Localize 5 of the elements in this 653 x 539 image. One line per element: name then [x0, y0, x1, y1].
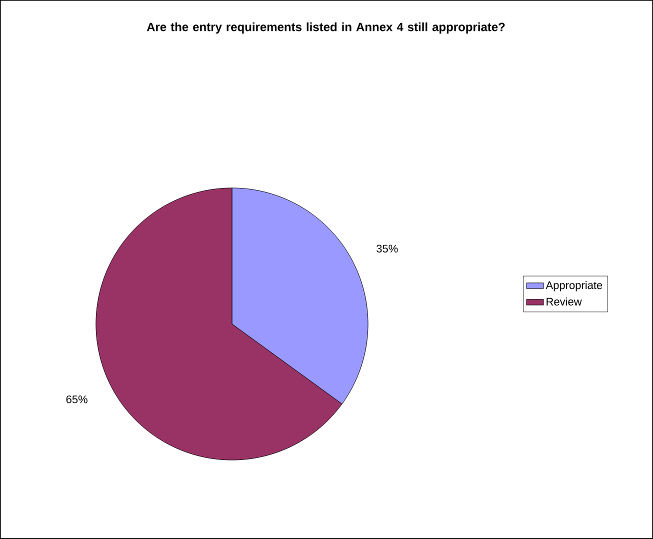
legend-label: Review — [546, 297, 582, 306]
legend-label: Appropriate — [546, 281, 602, 292]
data-label: 65% — [66, 395, 88, 404]
chart-title: Are the entry requirements listed in Annex 4 still appropriate? — [146, 22, 505, 34]
data-label: 35% — [376, 244, 398, 253]
